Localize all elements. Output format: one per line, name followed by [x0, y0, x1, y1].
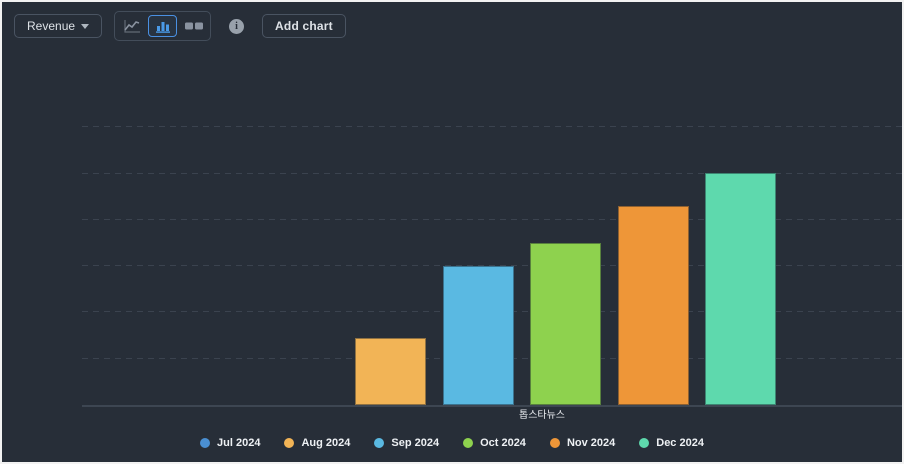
legend-label: Oct 2024 [480, 437, 526, 449]
bar-oct-2024[interactable] [530, 243, 601, 405]
gridline [82, 265, 902, 267]
block-chart-type-button[interactable] [179, 15, 208, 37]
blocks-icon [184, 21, 204, 31]
line-chart-icon [123, 19, 141, 33]
legend-label: Nov 2024 [566, 437, 616, 449]
bar-nov-2024[interactable] [617, 206, 689, 405]
gridline [82, 218, 902, 220]
legend-label: Dec 2024 [656, 437, 704, 449]
line-chart-type-button[interactable] [117, 15, 146, 37]
bar-dec-2024[interactable] [705, 173, 776, 405]
legend-dot [374, 438, 385, 448]
legend-label: Aug 2024 [301, 437, 351, 449]
legend-dot [284, 438, 295, 448]
bar-sep-2024[interactable] [442, 266, 514, 405]
add-chart-button[interactable]: Add chart [262, 14, 346, 38]
gridline [82, 172, 902, 174]
legend-item-nov-2024[interactable]: Nov 2024 [549, 437, 616, 449]
bar-chart-type-button[interactable] [148, 15, 178, 37]
metric-dropdown-label: Revenue [27, 19, 76, 33]
legend-dot [463, 438, 474, 448]
info-icon[interactable]: i [229, 18, 245, 34]
toolbar: Revenue [2, 2, 902, 50]
legend-item-oct-2024[interactable]: Oct 2024 [463, 437, 526, 449]
x-axis-label: 톱스타뉴스 [519, 410, 565, 421]
legend-label: Sep 2024 [391, 437, 440, 449]
legend-dot [200, 438, 211, 448]
legend-item-jul-2024[interactable]: Jul 2024 [200, 437, 260, 449]
plot-area [82, 62, 902, 407]
bar-chart-icon [155, 19, 171, 33]
legend: Jul 2024 Aug 2024 Sep 2024 Oct 2024 Nov 2024… [2, 434, 902, 452]
chart-type-group [114, 11, 212, 41]
legend-item-sep-2024[interactable]: Sep 2024 [374, 437, 439, 449]
legend-dot [549, 438, 560, 448]
legend-item-aug-2024[interactable]: Aug 2024 [284, 437, 350, 449]
chevron-down-icon [81, 24, 90, 29]
metric-dropdown[interactable]: Revenue [14, 14, 103, 38]
legend-item-dec-2024[interactable]: Dec 2024 [639, 437, 704, 449]
legend-label: Jul 2024 [217, 437, 261, 449]
legend-dot [639, 438, 650, 448]
gridline [82, 126, 902, 128]
bar-aug-2024[interactable] [355, 338, 426, 405]
